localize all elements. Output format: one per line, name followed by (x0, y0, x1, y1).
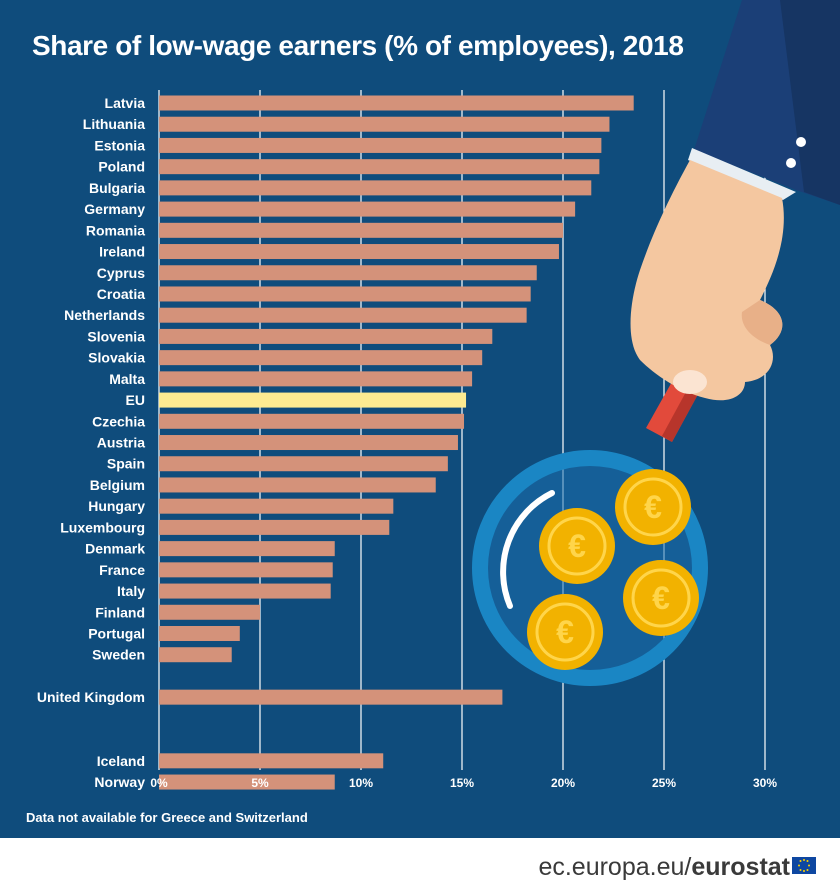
category-label: Slovenia (87, 328, 145, 344)
thumbnail-icon (673, 370, 707, 394)
bar (159, 371, 473, 387)
bar (159, 626, 240, 641)
svg-text:€: € (556, 614, 574, 650)
category-label: Bulgaria (89, 180, 145, 196)
bar (159, 286, 531, 302)
brand-site: ec.europa.eu/ (538, 853, 692, 881)
x-tick-label: 20% (551, 776, 575, 790)
bar (159, 222, 563, 238)
hand-magnifier-illustration: € € € € (472, 0, 840, 686)
bar (159, 307, 527, 323)
bar (159, 116, 610, 132)
eu-flag-icon (792, 857, 816, 874)
footnote: Data not available for Greece and Switze… (26, 810, 308, 825)
category-label: EU (126, 392, 145, 408)
bar (159, 456, 448, 472)
bar (159, 477, 436, 493)
bar (159, 753, 384, 769)
bar (159, 244, 559, 260)
bar (159, 541, 335, 557)
category-label: United Kingdom (37, 689, 145, 705)
category-labels: Latvia Lithuania Estonia Poland Bulgaria Germ… (37, 95, 145, 790)
category-label: Cyprus (97, 265, 145, 281)
x-tick-labels: 0% 5% 10% 15% 20% 25% 30% (150, 776, 777, 790)
bar (159, 689, 503, 705)
category-label: Finland (95, 604, 145, 620)
category-label: Denmark (85, 541, 145, 557)
bar (159, 328, 493, 344)
cuff-button-icon (786, 158, 796, 168)
category-label: Norway (94, 774, 145, 790)
bar (159, 159, 600, 175)
category-label: Lithuania (83, 116, 145, 132)
hand-icon (630, 160, 784, 401)
bar-chart: Latvia Lithuania Estonia Poland Bulgaria Germ… (37, 0, 840, 790)
eurostat-brand[interactable]: ec.europa.eu/eurostat (538, 853, 790, 882)
x-tick-label: 10% (349, 776, 373, 790)
lens-glare-icon (500, 490, 555, 609)
x-tick-label: 15% (450, 776, 474, 790)
category-label: France (99, 562, 145, 578)
category-label: Iceland (97, 753, 145, 769)
euro-coin-icon: € (539, 508, 615, 584)
svg-text:€: € (568, 528, 586, 564)
bar (159, 647, 232, 663)
bar (159, 774, 335, 790)
category-label: Estonia (94, 137, 145, 153)
category-label: Portugal (88, 626, 145, 642)
hand-shade-icon (741, 300, 783, 345)
bar (159, 180, 592, 196)
bars (159, 95, 634, 790)
x-tick-label: 0% (150, 776, 168, 790)
x-tick-label: 5% (251, 776, 269, 790)
category-label: Belgium (90, 477, 145, 493)
category-label: Spain (107, 456, 145, 472)
category-label: Czechia (92, 413, 145, 429)
brand-org: eurostat (691, 853, 790, 881)
category-label: Luxembourg (60, 519, 145, 535)
cuff-button-icon (796, 137, 806, 147)
category-label: Germany (84, 201, 145, 217)
category-label: Ireland (99, 244, 145, 260)
category-label: Slovakia (88, 350, 145, 366)
category-label: Poland (98, 159, 145, 175)
category-label: Italy (117, 583, 145, 599)
bar (159, 562, 333, 578)
bar (159, 498, 394, 514)
bar-eu (159, 392, 467, 408)
bar (159, 137, 602, 153)
category-label: Latvia (105, 95, 146, 111)
bar (159, 95, 634, 111)
bar (159, 604, 260, 620)
category-label: Austria (97, 435, 145, 451)
category-label: Malta (109, 371, 145, 387)
x-tick-label: 30% (753, 776, 777, 790)
svg-text:€: € (652, 580, 670, 616)
shirt-cuff-icon (688, 148, 796, 200)
chart-title: Share of low-wage earners (% of employee… (32, 30, 684, 61)
bar (159, 413, 465, 429)
svg-text:€: € (644, 489, 662, 525)
category-label: Netherlands (64, 307, 145, 323)
euro-coin-icon: € (623, 560, 699, 636)
bar (159, 435, 458, 451)
category-label: Romania (86, 222, 145, 238)
bar (159, 201, 576, 217)
sleeve-shadow-icon (780, 0, 840, 205)
category-label: Croatia (97, 286, 145, 302)
x-tick-label: 25% (652, 776, 676, 790)
category-label: Sweden (92, 647, 145, 663)
euro-coin-icon: € (615, 469, 691, 545)
bar (159, 519, 390, 535)
euro-coin-icon: € (527, 594, 603, 670)
bar (159, 350, 483, 366)
bar (159, 583, 331, 599)
bar (159, 265, 537, 281)
category-label: Hungary (88, 498, 145, 514)
